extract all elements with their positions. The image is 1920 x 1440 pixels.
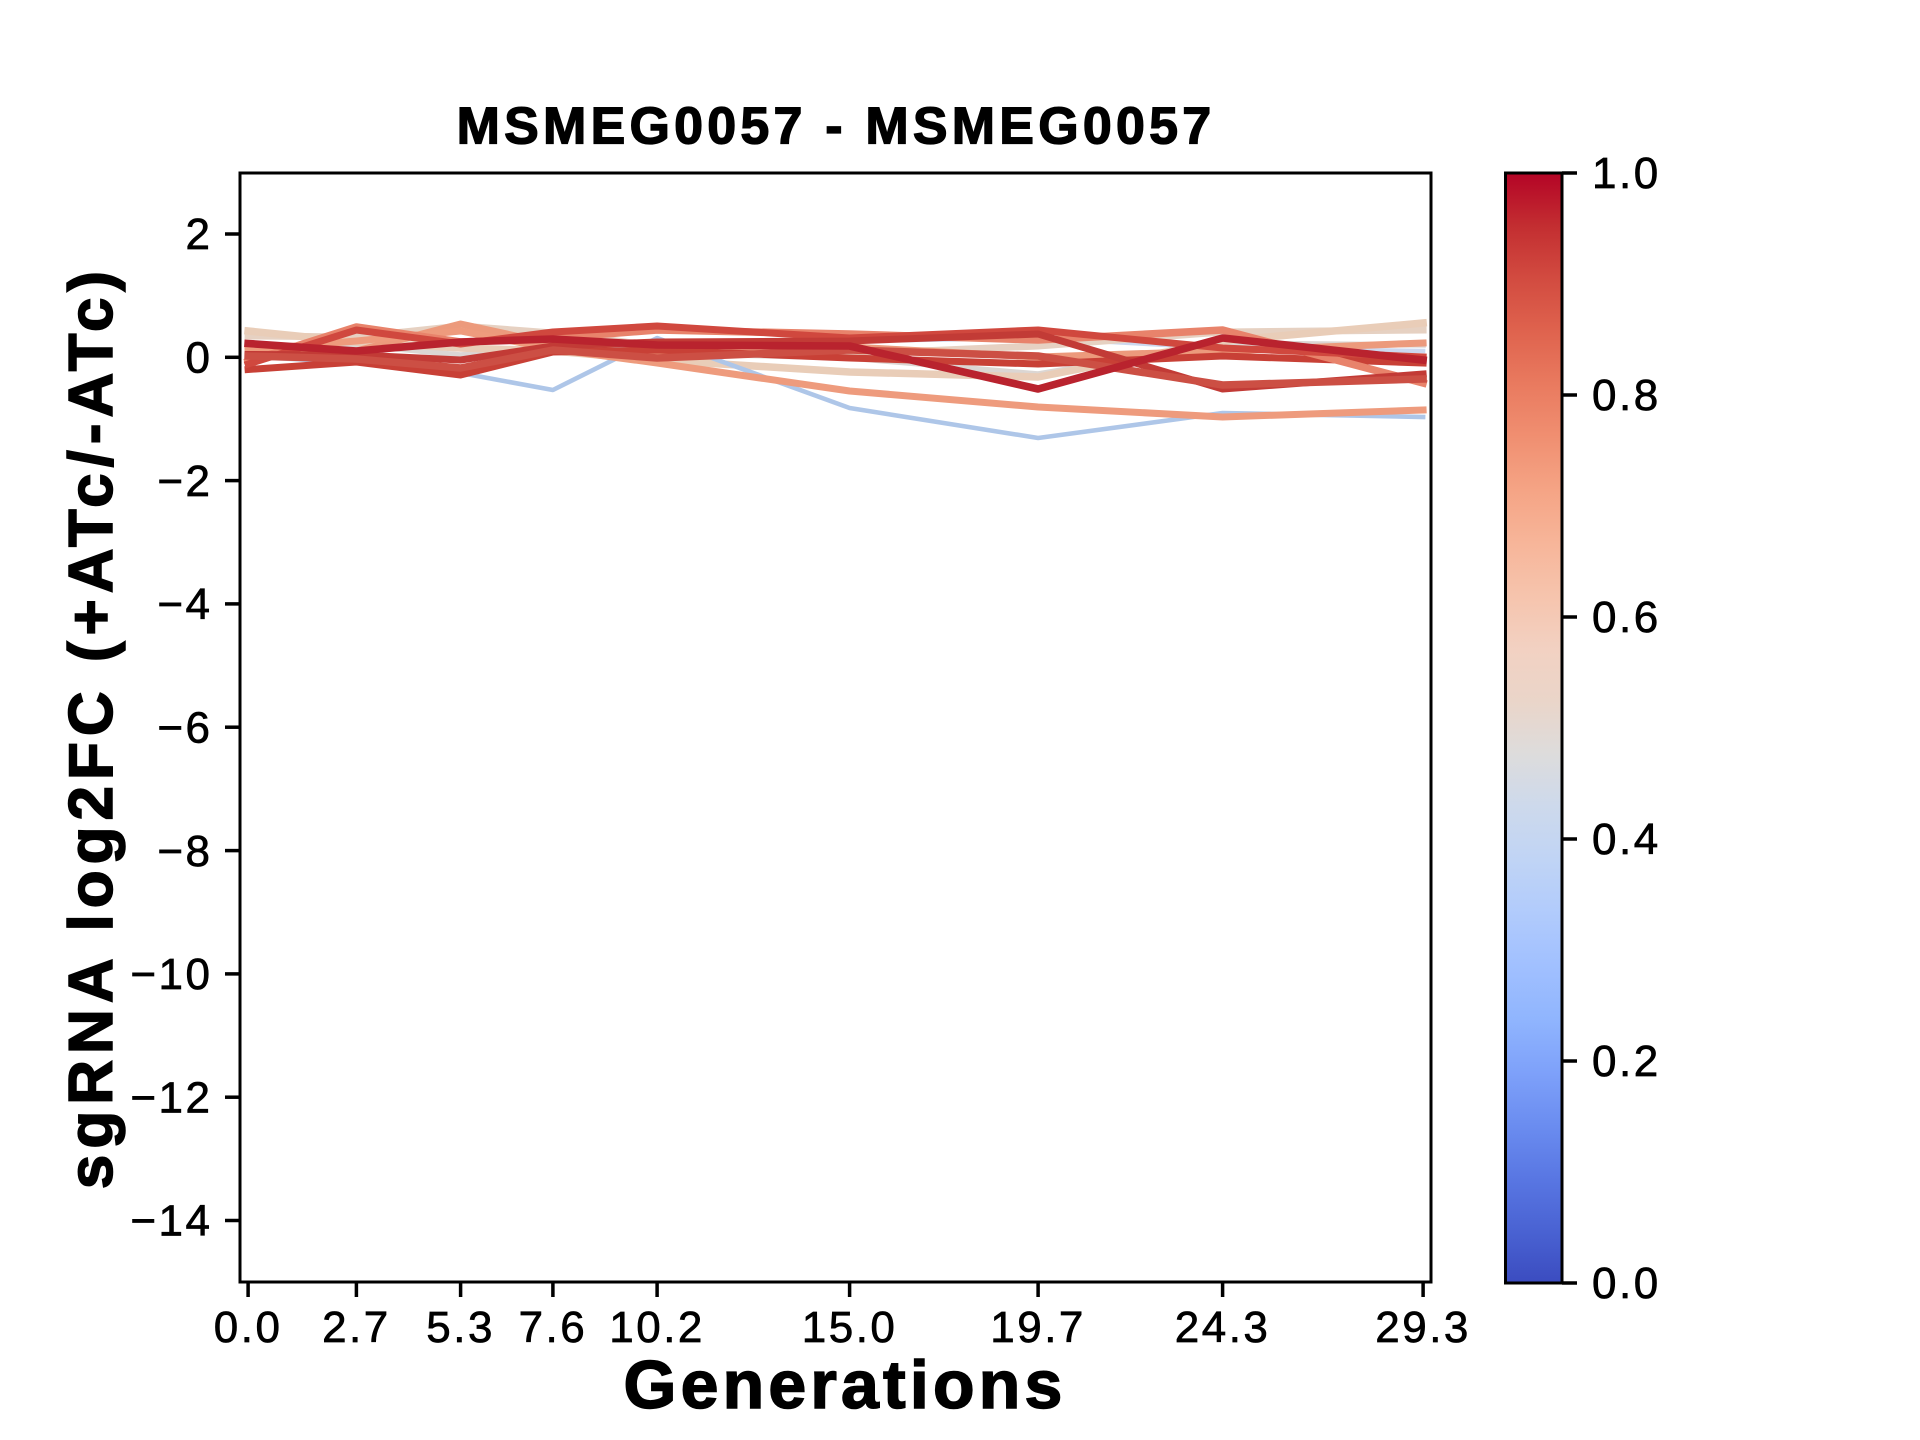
svg-text:Generations: Generations [624,1347,1067,1423]
svg-text:0.0: 0.0 [1592,1259,1661,1308]
svg-text:sgRNA log2FC (+ATc/-ATc): sgRNA log2FC (+ATc/-ATc) [57,265,126,1189]
svg-text:29.3: 29.3 [1375,1303,1471,1352]
svg-text:0.2: 0.2 [1592,1037,1661,1086]
svg-text:−6: −6 [157,703,212,752]
svg-text:0.0: 0.0 [214,1303,283,1352]
svg-text:−8: −8 [157,827,212,876]
svg-text:0: 0 [186,334,213,383]
svg-text:−2: −2 [157,457,212,506]
svg-text:2.7: 2.7 [322,1303,391,1352]
svg-text:19.7: 19.7 [990,1303,1086,1352]
svg-text:2: 2 [186,210,213,259]
svg-text:7.6: 7.6 [519,1303,588,1352]
svg-text:0.8: 0.8 [1592,371,1661,420]
svg-text:−14: −14 [130,1197,212,1246]
svg-text:0.6: 0.6 [1592,593,1661,642]
svg-text:−4: −4 [157,580,212,629]
svg-text:24.3: 24.3 [1175,1303,1271,1352]
svg-text:0.4: 0.4 [1592,815,1661,864]
svg-text:15.0: 15.0 [802,1303,898,1352]
svg-text:10.2: 10.2 [609,1303,705,1352]
svg-text:1.0: 1.0 [1592,149,1661,198]
svg-text:−12: −12 [130,1073,212,1122]
svg-text:5.3: 5.3 [426,1303,495,1352]
svg-text:MSMEG0057 - MSMEG0057: MSMEG0057 - MSMEG0057 [457,98,1216,156]
svg-text:−10: −10 [130,950,212,999]
